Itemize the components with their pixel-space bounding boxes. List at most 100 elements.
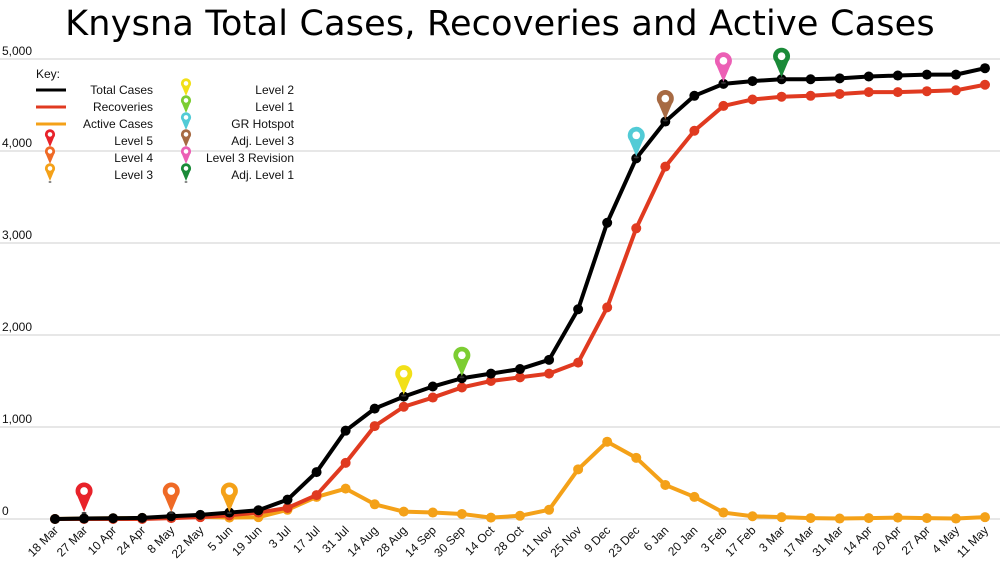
data-point [631, 223, 642, 234]
data-point [515, 372, 525, 383]
y-tick-label: 5,000 [2, 44, 32, 58]
data-point [863, 71, 874, 82]
data-point [863, 87, 874, 98]
data-point [311, 467, 322, 478]
data-point [573, 304, 584, 315]
x-tick-label: 3 Jul [266, 523, 294, 551]
x-tick-label: 20 Jan [665, 523, 700, 558]
data-point [950, 85, 961, 96]
legend-label: Level 2 [255, 83, 294, 97]
data-point [311, 490, 322, 501]
data-point [980, 63, 990, 74]
data-point [485, 376, 496, 386]
level-markers [75, 47, 791, 514]
data-point [427, 381, 438, 392]
legend-label: Level 1 [255, 100, 294, 114]
data-point [805, 74, 816, 85]
x-tick-label: 23 Dec [606, 523, 643, 560]
data-point [660, 161, 671, 172]
data-point [398, 506, 409, 517]
legend-label: Adj. Level 1 [231, 168, 294, 182]
x-tick-label: 17 Feb [722, 523, 759, 560]
data-point [398, 401, 409, 412]
data-point [544, 504, 555, 515]
data-point [340, 457, 351, 468]
data-point [166, 511, 177, 522]
level-marker-level-2 [395, 365, 413, 397]
level-marker-level-1 [453, 346, 471, 379]
data-point [282, 494, 293, 505]
data-point [456, 382, 467, 393]
y-tick-label: 0 [2, 504, 9, 518]
data-point [689, 491, 700, 502]
data-point [689, 125, 700, 136]
data-point [689, 90, 700, 101]
data-point [892, 87, 903, 98]
legend-label: Recoveries [93, 100, 153, 114]
y-tick-label: 1,000 [2, 412, 32, 426]
level-marker-gr-hotspot [627, 126, 645, 159]
level-marker-level-3 [220, 482, 238, 514]
level-marker-level-3-revision [714, 52, 732, 84]
legend-marker-icon [44, 146, 56, 166]
x-tick-label: 27 Apr [899, 523, 933, 557]
data-point [195, 509, 206, 520]
legend-label: Adj. Level 3 [231, 134, 294, 148]
data-point [602, 217, 613, 228]
legend: Key: Total Cases Recoveries Active Cases Lev… [36, 67, 295, 183]
x-tick-label: 18 Mar [25, 523, 61, 559]
data-point [776, 512, 787, 523]
x-tick-label: 11 May [954, 523, 991, 560]
legend-label: Total Cases [90, 83, 153, 97]
data-point [921, 69, 932, 80]
data-point [980, 512, 990, 523]
level-marker-level-5 [75, 482, 93, 514]
data-point [747, 94, 758, 105]
data-point [340, 425, 351, 436]
series-line [55, 82, 986, 521]
level-marker-adj-level-1 [773, 47, 791, 80]
series-active-cases [50, 436, 990, 524]
data-point [369, 421, 380, 432]
legend-marker-icon [180, 78, 192, 98]
level-marker-level-4 [162, 482, 180, 514]
data-point [660, 479, 671, 490]
data-point [602, 302, 613, 313]
x-tick-label: 19 Jun [229, 523, 264, 558]
legend-label: GR Hotspot [231, 117, 294, 131]
level-marker-adj-level-3 [656, 90, 674, 122]
x-tick-label: 14 Apr [840, 523, 874, 557]
x-tick-label: 14 Sep [402, 523, 439, 560]
x-tick-label: 27 Mar [54, 523, 90, 559]
legend-marker-icon [180, 112, 192, 132]
data-point [137, 512, 148, 523]
x-tick-label: 14 Aug [344, 523, 380, 559]
y-axis-ticks: 0 1,000 2,000 3,000 4,000 5,000 [2, 44, 32, 518]
data-point [805, 513, 816, 524]
legend-label: Level 3 [114, 168, 153, 182]
legend-label: Level 4 [114, 151, 153, 165]
series-recoveries [50, 79, 990, 524]
x-tick-label: 10 Apr [85, 523, 119, 557]
data-point [950, 513, 961, 524]
data-point [369, 499, 380, 510]
legend-title: Key: [36, 67, 60, 81]
data-point [718, 507, 729, 518]
x-tick-label: 11 Nov [519, 523, 555, 559]
data-point [340, 483, 351, 494]
data-point [485, 368, 496, 379]
x-tick-label: 20 Apr [869, 523, 903, 557]
data-point [282, 502, 293, 513]
data-point [950, 69, 961, 80]
data-point [921, 513, 932, 524]
data-point [834, 513, 845, 524]
data-point [834, 88, 845, 99]
data-point [427, 392, 438, 403]
legend-marker-icon [180, 129, 192, 149]
data-point [747, 76, 758, 87]
series-line [54, 439, 986, 521]
series-total-cases [50, 63, 990, 524]
series-lines [50, 63, 990, 524]
